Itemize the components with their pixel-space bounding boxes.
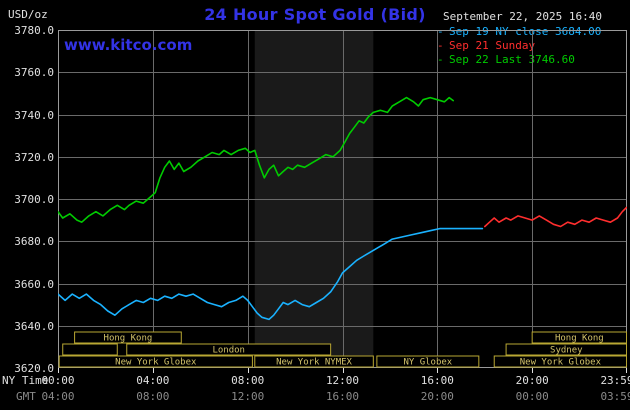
x-tick-gmt-label: 04:00	[41, 390, 75, 403]
session-box	[254, 355, 374, 368]
legend-text: Sep 19 NY close 3684.00	[449, 25, 602, 38]
session-box	[126, 343, 332, 356]
gmt-axis-label: GMT	[16, 390, 36, 403]
session-label: Sydney	[550, 346, 583, 356]
x-tick-ny-label: 08:00	[231, 374, 265, 387]
ny-time-axis-label: NY Time	[2, 374, 49, 387]
legend-item: - Sep 21 Sunday	[437, 39, 601, 53]
x-tick-ny-label: 12:00	[325, 374, 360, 387]
session-box	[62, 343, 118, 356]
y-tick-label: 3740.0	[14, 108, 54, 122]
session-box	[58, 355, 253, 368]
y-tick-label: 3700.0	[14, 193, 54, 206]
legend-marker: -	[437, 25, 444, 38]
x-tick-ny-label: 04:00	[136, 374, 170, 387]
x-tick-gmt-label: 16:00	[325, 390, 360, 403]
legend-marker: -	[437, 53, 444, 66]
session-label: Hong Kong	[555, 334, 604, 344]
datetime-label: September 22, 2025 16:40	[443, 10, 602, 23]
x-tick-ny-label: 23:59	[600, 374, 630, 387]
x-tick-ny-label: 20:00	[515, 374, 549, 387]
x-tick-gmt-label: 20:00	[420, 390, 454, 403]
session-label: NY Globex	[403, 358, 452, 368]
y-tick-label: 3680.0	[14, 235, 54, 249]
session-box	[505, 343, 628, 356]
session-label: New York Globex	[520, 358, 602, 368]
kitco-watermark: www.kitco.com	[64, 36, 193, 54]
legend: - Sep 19 NY close 3684.00- Sep 21 Sunday - S…	[437, 25, 601, 67]
chart-title: 24 Hour Spot Gold (Bid)	[204, 5, 426, 24]
y-tick-label: 3640.0	[14, 319, 54, 333]
legend-marker: -	[437, 39, 444, 52]
session-label: New York NYMEX	[276, 358, 352, 368]
chart-canvas: Hong Kong Hong Kong London Sydney New York G…	[57, 30, 628, 373]
price-line-sep22	[57, 96, 455, 223]
legend-item: - Sep 19 NY close 3684.00	[437, 25, 601, 39]
y-tick-label: 3760.0	[14, 66, 54, 80]
session-label: London	[212, 346, 245, 356]
x-tick-gmt-label: 12:00	[231, 390, 265, 403]
y-tick-label: 3620.0	[14, 362, 54, 375]
price-line-sep21	[483, 206, 628, 228]
x-tick-gmt-label: 00:00	[515, 390, 549, 403]
y-tick-label: 3780.0	[14, 24, 54, 37]
session-box	[74, 331, 182, 344]
session-box	[376, 355, 480, 368]
legend-text: Sep 21 Sunday	[449, 39, 536, 52]
units-label: USD/oz	[8, 8, 48, 21]
x-tick-ny-label: 00:00	[41, 374, 75, 387]
x-tick-gmt-label: 03:59	[600, 390, 630, 403]
y-tick-label: 3660.0	[14, 277, 54, 291]
session-box	[493, 355, 628, 368]
session-box	[531, 331, 628, 344]
legend-text: Sep 22 Last 3746.60	[449, 53, 575, 66]
x-tick-ny-label: 16:00	[420, 374, 454, 387]
session-label: New York Globex	[115, 358, 197, 368]
price-line-sep19	[57, 227, 484, 321]
legend-item: - Sep 22 Last 3746.60	[437, 53, 601, 67]
x-tick-gmt-label: 08:00	[136, 390, 170, 403]
session-label: Hong Kong	[104, 334, 153, 344]
plot-area: Hong Kong Hong Kong London Sydney New York G…	[57, 30, 628, 374]
y-tick-label: 3720.0	[14, 150, 54, 164]
